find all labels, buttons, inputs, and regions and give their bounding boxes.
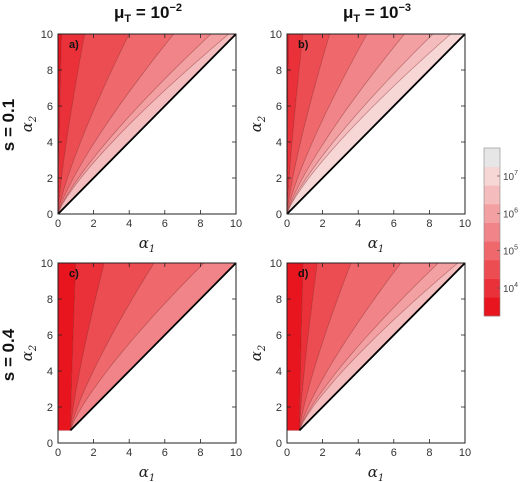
x-tick-label: 4 — [355, 218, 361, 230]
x-tick-label: 8 — [426, 218, 432, 230]
y-tick-label: 6 — [276, 330, 282, 342]
x-tick-label: 4 — [126, 218, 132, 230]
colorbar-tick-label: 105 — [503, 245, 518, 258]
diagonal-line — [57, 33, 237, 215]
colorbar-cell — [484, 148, 500, 167]
colorbar-frame — [483, 147, 501, 317]
y-tick-label: 4 — [47, 366, 53, 378]
y-tick-label: 0 — [47, 209, 53, 221]
y-tick-label: 4 — [276, 137, 282, 149]
plot-frame — [286, 262, 466, 444]
y-tick-label: 10 — [270, 29, 282, 41]
column-title-1: μT = 10−2 — [114, 2, 182, 25]
diagonal-line — [69, 262, 237, 432]
x-tick-label: 4 — [355, 447, 361, 459]
y-tick-label: 10 — [41, 258, 53, 270]
x-tick-label: 0 — [284, 218, 290, 230]
x-tick-label: 6 — [162, 218, 168, 230]
panel-label: a) — [69, 39, 79, 51]
y-tick-label: 0 — [276, 209, 282, 221]
x-tick-label: 2 — [91, 447, 97, 459]
x-tick-label: 2 — [91, 218, 97, 230]
plot-frame — [57, 33, 237, 215]
panel-a: 0 2 4 6 8 10 0 2 4 6 8 10 α1 α2 a) — [18, 29, 242, 255]
y-axis-label: α2 — [18, 116, 39, 133]
y-tick-label: 0 — [276, 438, 282, 450]
x-tick-label: 0 — [55, 447, 61, 459]
x-tick-label: 6 — [391, 218, 397, 230]
y-tick-label: 2 — [276, 173, 282, 185]
y-axis-label: α2 — [247, 345, 268, 362]
x-tick-label: 10 — [459, 218, 471, 230]
panels-group: 0 2 4 6 8 10 0 2 4 6 8 10 α1 α2 a) 0 2 4 6 8 10 0 2 4 6 8 10 α1 α2 b)… — [18, 29, 471, 482]
y-tick-label: 10 — [270, 258, 282, 270]
colorbar-tick-label: 104 — [503, 282, 518, 295]
x-tick-label: 0 — [284, 447, 290, 459]
panel-label: b) — [298, 39, 309, 51]
y-tick-label: 6 — [47, 101, 53, 113]
plot-frame — [57, 262, 237, 444]
y-tick-label: 4 — [276, 366, 282, 378]
x-tick-label: 6 — [162, 447, 168, 459]
x-tick-label: 10 — [230, 218, 242, 230]
y-tick-label: 8 — [47, 65, 53, 77]
y-tick-label: 2 — [47, 173, 53, 185]
colorbar-cell — [484, 222, 500, 242]
x-tick-label: 2 — [320, 447, 326, 459]
x-tick-label: 8 — [197, 447, 203, 459]
row-title-2: s = 0.4 — [0, 328, 18, 381]
x-tick-label: 0 — [55, 218, 61, 230]
colorbar-tick-label: 106 — [503, 207, 518, 220]
y-tick-label: 10 — [41, 29, 53, 41]
panel-b: 0 2 4 6 8 10 0 2 4 6 8 10 α1 α2 b) — [247, 29, 471, 255]
x-tick-label: 8 — [426, 447, 432, 459]
y-tick-label: 0 — [47, 438, 53, 450]
x-tick-label: 4 — [126, 447, 132, 459]
y-tick-label: 2 — [47, 402, 53, 414]
panel-label: d) — [298, 268, 309, 280]
y-axis-label: α2 — [247, 116, 268, 133]
plot-frame — [286, 33, 466, 215]
colorbar-cell — [484, 204, 500, 223]
colorbar-tick-label: 107 — [503, 170, 518, 183]
panel-label: c) — [69, 268, 79, 280]
diagonal-line — [298, 262, 466, 432]
x-axis-label: α1 — [368, 234, 385, 255]
x-axis-label: α1 — [368, 463, 385, 482]
x-axis-label: α1 — [139, 234, 156, 255]
row-title-1: s = 0.1 — [0, 99, 18, 151]
y-tick-label: 4 — [47, 137, 53, 149]
y-tick-label: 6 — [276, 101, 282, 113]
y-tick-label: 6 — [47, 330, 53, 342]
colorbar-legend: 104 105 106 107 — [483, 147, 518, 317]
colorbar-cell — [484, 166, 500, 186]
colorbar-cell — [484, 297, 500, 317]
colorbar-cell — [484, 278, 500, 298]
x-tick-label: 6 — [391, 447, 397, 459]
diagonal-line — [286, 33, 466, 215]
y-tick-label: 2 — [276, 402, 282, 414]
y-tick-label: 8 — [47, 294, 53, 306]
x-tick-label: 2 — [320, 218, 326, 230]
column-title-2: μT = 10−3 — [343, 2, 411, 25]
panel-c: 0 2 4 6 8 10 0 2 4 6 8 10 α1 α2 c) — [18, 258, 242, 482]
colorbar-cell — [484, 260, 500, 279]
y-axis-label: α2 — [18, 345, 39, 362]
y-tick-label: 8 — [276, 294, 282, 306]
y-tick-label: 8 — [276, 65, 282, 77]
colorbar-cell — [484, 185, 500, 205]
x-tick-label: 10 — [459, 447, 471, 459]
panel-d: 0 2 4 6 8 10 0 2 4 6 8 10 α1 α2 d) — [247, 258, 471, 482]
colorbar-cell — [484, 241, 500, 261]
x-axis-label: α1 — [139, 463, 156, 482]
x-tick-label: 8 — [197, 218, 203, 230]
x-tick-label: 10 — [230, 447, 242, 459]
